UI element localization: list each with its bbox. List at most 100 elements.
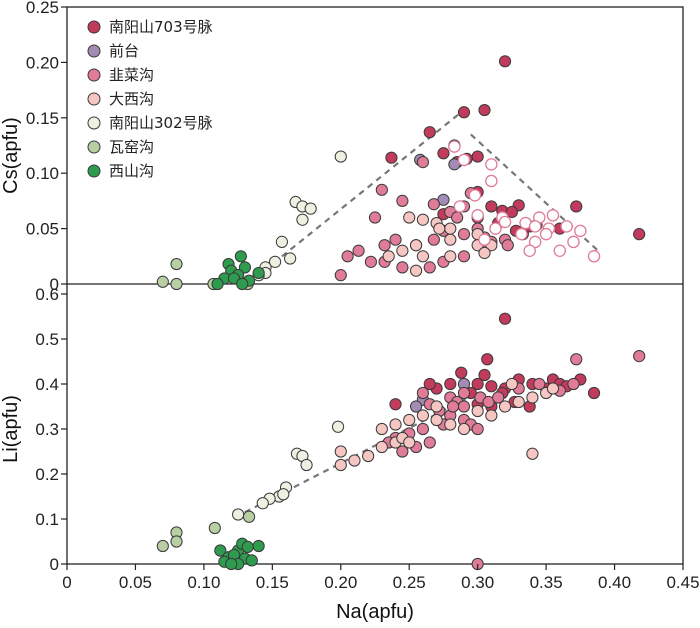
- cs-point-series-4: [515, 227, 528, 241]
- cs-point-series-0: [505, 205, 518, 219]
- li-y-tick-label: 0.6: [35, 285, 59, 304]
- cs-point-series-2: [451, 211, 464, 224]
- cs-point-series-4: [478, 233, 491, 246]
- li-point-series-4: [331, 420, 345, 433]
- legend-label: 南阳山703号脉: [109, 18, 213, 36]
- cs-point-series-7: [211, 277, 224, 291]
- cs-point-series-4: [523, 244, 536, 258]
- x-tick-label: 0.40: [598, 573, 631, 592]
- cs-point-series-0: [498, 55, 512, 68]
- x-tick-label: 0.05: [119, 573, 152, 592]
- legend-label: 西山沟: [109, 162, 154, 180]
- li-point-series-0: [478, 368, 491, 382]
- li-point-series-0: [423, 377, 436, 391]
- li-point-series-0: [587, 386, 601, 400]
- li-point-series-3: [444, 418, 457, 431]
- cs-y-tick-label: 0: [50, 275, 59, 294]
- cs-point-series-4: [468, 189, 482, 202]
- cs-point-series-2: [352, 244, 365, 257]
- legend-marker: [87, 140, 101, 154]
- li-point-series-3: [498, 400, 512, 413]
- li-point-series-5: [242, 510, 256, 523]
- cs-point-series-2: [334, 269, 347, 282]
- cs-point-series-4: [528, 220, 542, 233]
- cs-point-series-4: [546, 209, 560, 222]
- legend-label: 前台: [109, 42, 139, 60]
- li-point-series-3: [485, 409, 498, 422]
- cs-point-series-4: [553, 244, 567, 258]
- li-y-tick-label: 0.3: [35, 420, 59, 439]
- li-point-series-1: [409, 400, 423, 413]
- x-tick-label: 0.10: [187, 573, 220, 592]
- cs-point-series-0: [570, 200, 583, 213]
- cs-y-tick-label: 0.20: [26, 53, 59, 72]
- li-point-series-3: [375, 422, 388, 436]
- cs-point-series-2: [457, 228, 471, 241]
- li-point-series-6: [214, 544, 227, 557]
- legend-label: 大西沟: [109, 90, 154, 108]
- axis-ticks: 0 0.05 0.10 0.15 0.20 0.25 0.30 0.35 0.40 0.4500.…: [26, 0, 700, 592]
- li-point-series-2: [567, 377, 580, 391]
- li-point-series-2: [416, 386, 430, 400]
- x-tick-label: 0.20: [324, 573, 357, 592]
- li-point-series-3: [526, 447, 539, 460]
- cs-trend-line: [247, 103, 472, 285]
- li-point-series-3: [348, 454, 361, 467]
- cs-point-series-7: [236, 277, 249, 291]
- cs-point-series-4: [471, 209, 484, 222]
- li-y-tick-label: 0.2: [35, 465, 59, 484]
- cs-axis-title: Cs(apfu): [0, 117, 22, 194]
- cs-point-series-2: [341, 250, 354, 263]
- plot-border: [66, 6, 684, 565]
- li-point-series-2: [457, 400, 471, 413]
- li-point-series-6: [241, 540, 254, 554]
- cs-point-series-4: [560, 220, 573, 233]
- cs-point-series-2: [378, 239, 391, 252]
- li-point-series-3: [471, 404, 484, 418]
- cs-point-series-2: [396, 261, 409, 274]
- legend-marker: [87, 116, 101, 130]
- x-axis-title: Na(apfu): [336, 601, 414, 623]
- legend-label: 韭菜沟: [109, 66, 154, 84]
- legend-marker: [87, 92, 101, 106]
- li-point-series-3: [526, 391, 539, 404]
- cs-point-series-2: [427, 233, 440, 246]
- legend-marker: [87, 164, 101, 178]
- li-point-series-3: [334, 458, 347, 472]
- li-y-tick-label: 0.1: [35, 510, 59, 529]
- x-tick-label: 0.25: [393, 573, 426, 592]
- x-tick-label: 0.30: [461, 573, 494, 592]
- x-tick-label: 0.15: [256, 573, 289, 592]
- cs-point-series-3: [403, 211, 416, 224]
- li-y-tick-label: 0.5: [35, 330, 59, 349]
- axis-titles: Na(apfu) Cs(apfu) Li(apfu): [0, 117, 414, 623]
- legend-marker: [87, 20, 101, 34]
- cs-point-series-6: [170, 277, 183, 291]
- li-point-series-3: [334, 445, 347, 458]
- cs-point-series-4: [498, 215, 512, 229]
- cs-point-series-5: [304, 202, 317, 215]
- cs-point-series-3: [478, 246, 491, 260]
- li-point-series-5: [208, 521, 221, 535]
- li-point-series-3: [430, 413, 443, 427]
- cs-y-tick-label: 0.10: [26, 164, 59, 183]
- cs-point-series-7: [252, 266, 265, 280]
- cs-point-series-3: [382, 250, 395, 263]
- cs-y-tick-label: 0.25: [26, 0, 59, 17]
- li-point-series-0: [389, 398, 402, 411]
- cs-point-series-3: [396, 244, 409, 257]
- li-point-series-2: [471, 422, 484, 436]
- cs-point-series-2: [396, 194, 409, 207]
- cs-point-series-0: [423, 126, 436, 139]
- cs-point-series-4: [485, 174, 498, 188]
- legend-marker: [87, 68, 101, 82]
- legend-label: 南阳山302号脉: [109, 114, 213, 132]
- cs-point-series-6: [156, 275, 169, 288]
- cs-point-series-2: [375, 183, 388, 196]
- cs-point-series-5: [275, 235, 289, 248]
- cs-point-series-2: [389, 233, 402, 246]
- cs-point-series-7: [234, 250, 247, 263]
- cs-point-series-0: [633, 228, 646, 241]
- upper-panel-points: [156, 55, 646, 291]
- cs-y-tick-label: 0.15: [26, 109, 59, 128]
